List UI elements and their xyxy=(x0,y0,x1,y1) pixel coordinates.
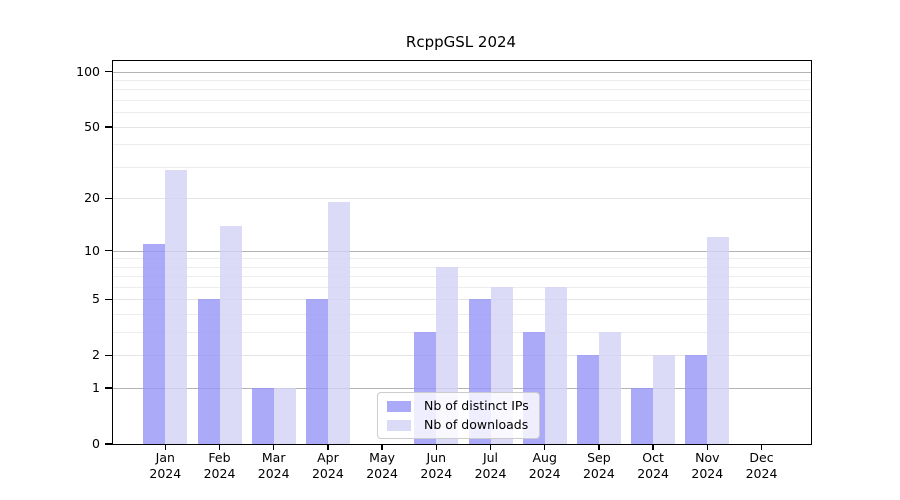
x-tick-label-sep: Sep 2024 xyxy=(582,450,615,481)
x-tick-label-may: May 2024 xyxy=(366,450,398,481)
gridline-minor xyxy=(113,258,811,260)
gridline-minor xyxy=(113,287,811,289)
x-tick-apr xyxy=(327,444,329,450)
x-tick-label-mar: Mar 2024 xyxy=(257,450,290,481)
bar-nb-of-downloads-nov xyxy=(707,237,730,444)
bar-nb-of-downloads-oct xyxy=(653,355,676,444)
gridline-minor xyxy=(113,100,811,102)
gridline-minor xyxy=(113,314,811,316)
x-tick-aug xyxy=(544,444,546,450)
bar-nb-of-downloads-jan xyxy=(165,169,188,444)
gridline-100 xyxy=(113,71,811,73)
x-tick-label-jan: Jan 2024 xyxy=(149,450,182,481)
y-tick-label-10: 10 xyxy=(84,242,100,258)
y-tick-20 xyxy=(105,197,112,200)
x-tick-dec xyxy=(760,444,763,450)
bar-nb-of-distinct-ips-feb xyxy=(197,299,220,444)
y-tick-label-5: 5 xyxy=(92,291,100,307)
y-tick-0 xyxy=(105,443,112,445)
gridline-5 xyxy=(113,299,811,301)
bar-nb-of-downloads-feb xyxy=(219,225,242,444)
bar-nb-of-distinct-ips-nov xyxy=(685,355,708,444)
gridline-1 xyxy=(113,388,811,390)
x-tick-mar xyxy=(273,444,275,450)
gridline-minor xyxy=(113,276,811,278)
gridline-50 xyxy=(113,126,811,128)
bar-nb-of-distinct-ips-mar xyxy=(251,388,274,444)
gridline-minor xyxy=(113,332,811,334)
legend-label-downloads: Nb of downloads xyxy=(424,417,529,432)
gridline-minor xyxy=(113,80,811,82)
x-tick-label-oct: Oct 2024 xyxy=(637,450,669,481)
y-tick-50 xyxy=(105,126,112,128)
y-tick-label-2: 2 xyxy=(92,347,100,363)
x-tick-jul xyxy=(489,444,492,450)
chart-title: RcppGSL 2024 xyxy=(405,33,517,51)
x-tick-sep xyxy=(598,444,600,450)
gridline-minor xyxy=(113,89,811,91)
bar-nb-of-downloads-mar xyxy=(273,388,296,444)
plot-area: Nb of distinct IPs Nb of downloads 0 1 2 5 1… xyxy=(76,60,812,481)
bar-nb-of-distinct-ips-sep xyxy=(576,355,599,444)
x-tick-label-feb: Feb 2024 xyxy=(203,450,236,481)
gridline-minor xyxy=(113,144,811,146)
x-tick-label-nov: Nov 2024 xyxy=(691,450,724,481)
y-tick-label-0: 0 xyxy=(92,436,100,451)
y-tick-2 xyxy=(105,354,112,357)
bar-nb-of-downloads-sep xyxy=(598,332,621,444)
gridline-20 xyxy=(113,198,811,200)
bar-nb-of-distinct-ips-apr xyxy=(305,299,328,444)
y-tick-5 xyxy=(105,298,112,301)
y-tick-label-50: 50 xyxy=(84,118,100,134)
y-tick-100 xyxy=(105,70,112,73)
x-tick-label-jul: Jul 2024 xyxy=(474,450,507,481)
y-tick-label-20: 20 xyxy=(84,190,100,206)
y-tick-label-1: 1 xyxy=(92,380,100,396)
gridline-minor xyxy=(113,266,811,268)
y-tick-10 xyxy=(105,249,112,252)
bar-nb-of-distinct-ips-jan xyxy=(143,243,166,444)
x-tick-may xyxy=(381,444,383,450)
legend-label-distinct-ips: Nb of distinct IPs xyxy=(424,398,529,413)
legend-swatch-distinct-ips xyxy=(387,400,411,412)
x-tick-label-apr: Apr 2024 xyxy=(311,450,344,481)
x-tick-label-aug: Aug 2024 xyxy=(528,450,561,481)
x-tick-feb xyxy=(218,444,221,450)
x-tick-jun xyxy=(435,444,437,450)
y-tick-label-100: 100 xyxy=(76,63,100,79)
bar-nb-of-downloads-apr xyxy=(327,202,350,444)
x-tick-oct xyxy=(652,444,654,450)
x-tick-label-jun: Jun 2024 xyxy=(420,450,453,481)
x-tick-jan xyxy=(164,444,166,450)
bar-nb-of-downloads-aug xyxy=(544,287,567,444)
y-tick-1 xyxy=(105,387,112,389)
gridline-minor xyxy=(113,112,811,114)
gridline-2 xyxy=(113,355,811,357)
legend-row-downloads: Nb of downloads xyxy=(387,418,529,432)
bar-nb-of-distinct-ips-oct xyxy=(631,388,654,444)
legend: Nb of distinct IPs Nb of downloads xyxy=(377,392,540,439)
legend-row-distinct-ips: Nb of distinct IPs xyxy=(387,399,529,413)
legend-swatch-downloads xyxy=(387,419,411,431)
x-tick-label-dec: Dec 2024 xyxy=(745,450,778,481)
gridline-10 xyxy=(113,250,811,252)
gridline-minor xyxy=(113,166,811,168)
x-tick-nov xyxy=(706,444,708,450)
